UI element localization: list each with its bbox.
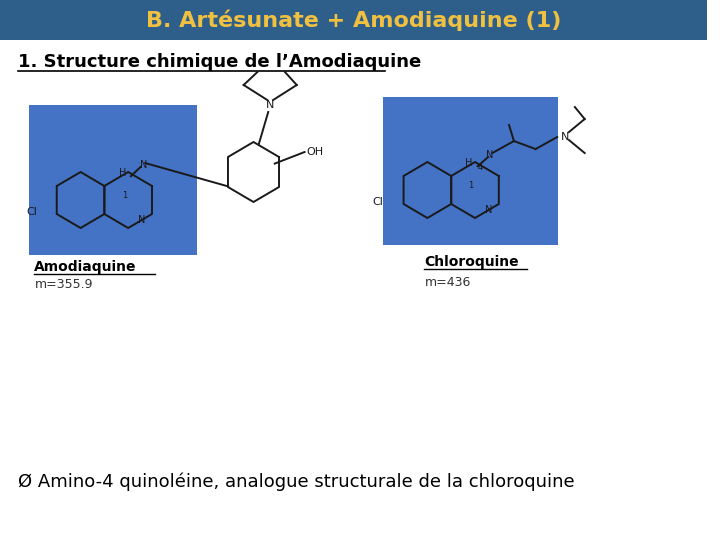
Text: N: N [561, 132, 570, 142]
Text: Cl: Cl [26, 207, 37, 217]
Text: m=436: m=436 [425, 275, 471, 288]
Text: H: H [465, 158, 473, 168]
Text: 1: 1 [122, 192, 127, 200]
Text: Cl: Cl [373, 197, 384, 207]
Text: Chloroquine: Chloroquine [425, 255, 519, 269]
Text: N: N [266, 100, 274, 110]
Text: m=355.9: m=355.9 [35, 279, 93, 292]
Text: N: N [140, 160, 147, 170]
Text: N: N [487, 150, 494, 160]
FancyBboxPatch shape [30, 105, 197, 255]
Text: N: N [138, 215, 145, 225]
FancyBboxPatch shape [383, 97, 558, 245]
Text: OH: OH [307, 147, 324, 157]
Text: 1: 1 [469, 181, 474, 191]
Text: 4: 4 [477, 164, 482, 172]
Text: N: N [485, 205, 492, 215]
Text: H: H [119, 168, 126, 178]
FancyBboxPatch shape [0, 0, 708, 40]
Text: Amodiaquine: Amodiaquine [35, 260, 137, 274]
Text: B. Artésunate + Amodiaquine (1): B. Artésunate + Amodiaquine (1) [146, 9, 562, 31]
Text: 1. Structure chimique de l’Amodiaquine: 1. Structure chimique de l’Amodiaquine [18, 53, 421, 71]
Text: Ø Amino-4 quinoléine, analogue structurale de la chloroquine: Ø Amino-4 quinoléine, analogue structura… [18, 472, 575, 491]
